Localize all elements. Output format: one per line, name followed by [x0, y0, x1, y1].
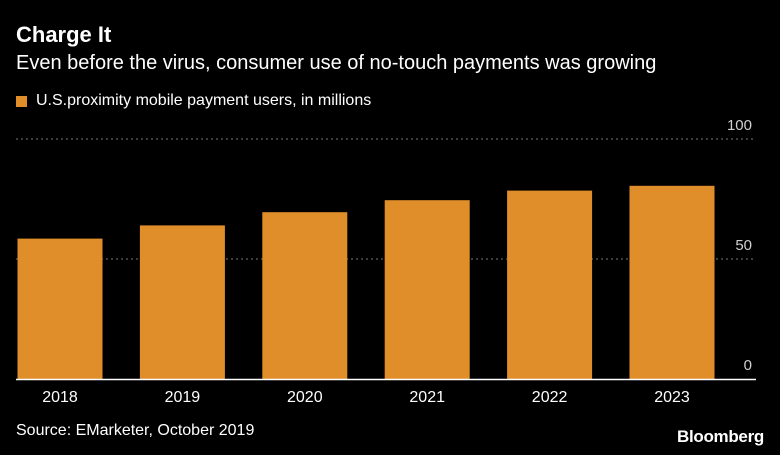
y-tick-label: 0: [744, 357, 752, 374]
bars: [17, 185, 715, 379]
bar-2021: [384, 200, 470, 379]
x-tick-label: 2021: [409, 389, 445, 406]
x-tick-label: 2023: [654, 389, 690, 406]
axes: 0 50 100 2018 2019 2020 2021 2022 2023: [16, 117, 756, 406]
y-tick-label: 100: [727, 117, 752, 134]
chart-subtitle: Even before the virus, consumer use of n…: [16, 52, 657, 74]
source-note: Source: EMarketer, October 2019: [16, 422, 255, 439]
x-tick-label: 2018: [42, 389, 78, 406]
bar-2022: [507, 190, 593, 379]
bar-2019: [139, 225, 225, 379]
bar-2018: [17, 238, 103, 379]
legend-label: U.S.proximity mobile payment users, in m…: [36, 92, 372, 109]
legend-swatch: [16, 95, 27, 107]
chart-title: Charge It: [16, 22, 112, 47]
bloomberg-logo: Bloomberg: [676, 427, 764, 446]
y-tick-label: 50: [735, 237, 752, 254]
bar-2020: [262, 212, 348, 379]
x-tick-label: 2020: [287, 389, 323, 406]
bar-2023: [629, 185, 715, 379]
x-tick-label: 2019: [165, 389, 201, 406]
legend: U.S.proximity mobile payment users, in m…: [16, 92, 371, 110]
x-tick-label: 2022: [532, 389, 568, 406]
